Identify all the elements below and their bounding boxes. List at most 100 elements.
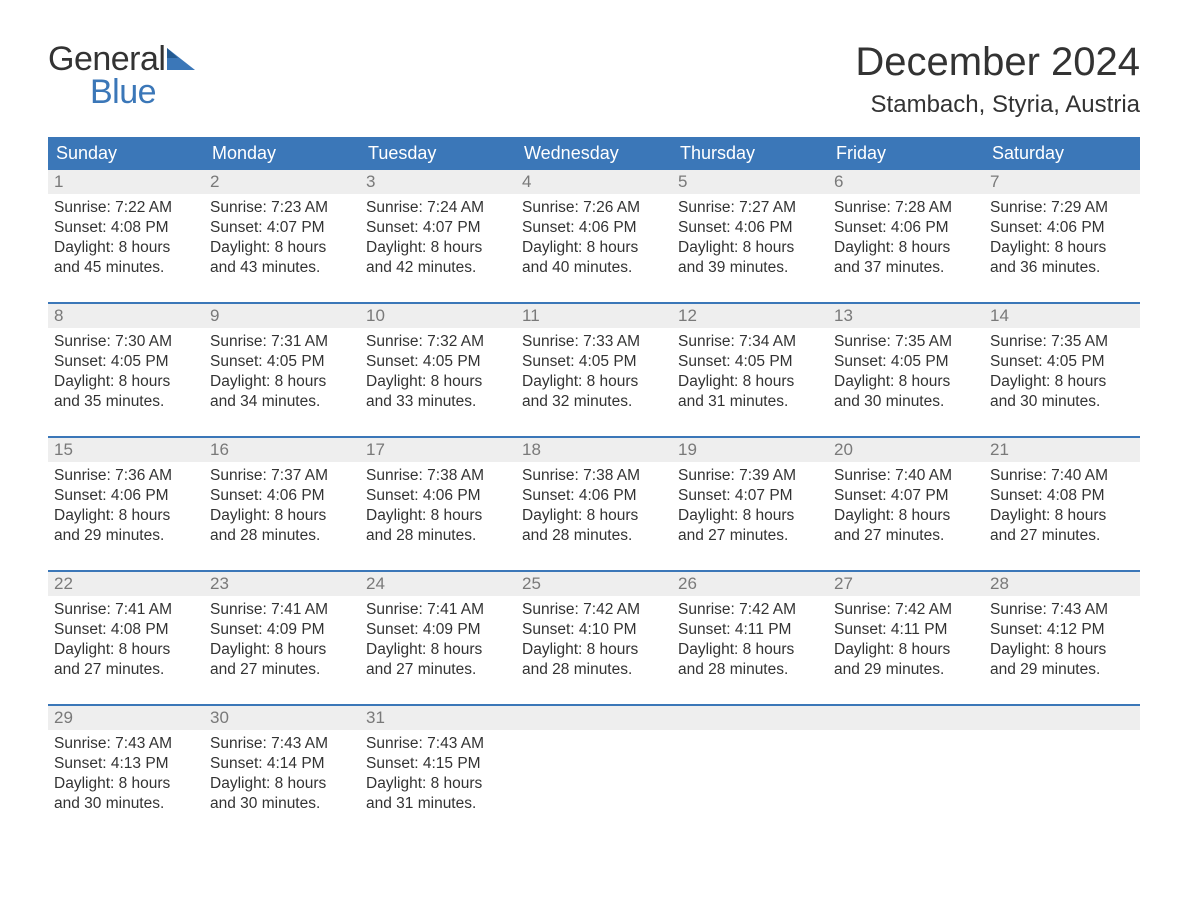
day-number: 23 <box>204 572 360 596</box>
calendar-week: 22Sunrise: 7:41 AMSunset: 4:08 PMDayligh… <box>48 570 1140 692</box>
day-body: Sunrise: 7:23 AMSunset: 4:07 PMDaylight:… <box>204 194 360 287</box>
day-body: Sunrise: 7:26 AMSunset: 4:06 PMDaylight:… <box>516 194 672 287</box>
daylight-line: Daylight: 8 hours and 39 minutes. <box>678 238 822 278</box>
sunset-line: Sunset: 4:05 PM <box>990 352 1134 372</box>
daylight-line: Daylight: 8 hours and 30 minutes. <box>210 774 354 814</box>
sunset-line: Sunset: 4:05 PM <box>834 352 978 372</box>
sunrise-line: Sunrise: 7:40 AM <box>834 466 978 486</box>
day-cell: 20Sunrise: 7:40 AMSunset: 4:07 PMDayligh… <box>828 438 984 558</box>
day-body: Sunrise: 7:37 AMSunset: 4:06 PMDaylight:… <box>204 462 360 555</box>
sunrise-line: Sunrise: 7:38 AM <box>366 466 510 486</box>
sunrise-line: Sunrise: 7:42 AM <box>678 600 822 620</box>
day-cell: 29Sunrise: 7:43 AMSunset: 4:13 PMDayligh… <box>48 706 204 826</box>
logo-flag-icon <box>167 48 199 75</box>
daylight-line: Daylight: 8 hours and 29 minutes. <box>834 640 978 680</box>
day-cell: 17Sunrise: 7:38 AMSunset: 4:06 PMDayligh… <box>360 438 516 558</box>
daylight-line: Daylight: 8 hours and 31 minutes. <box>678 372 822 412</box>
day-cell: 15Sunrise: 7:36 AMSunset: 4:06 PMDayligh… <box>48 438 204 558</box>
sunset-line: Sunset: 4:05 PM <box>366 352 510 372</box>
day-body: Sunrise: 7:24 AMSunset: 4:07 PMDaylight:… <box>360 194 516 287</box>
daylight-line: Daylight: 8 hours and 28 minutes. <box>210 506 354 546</box>
sunset-line: Sunset: 4:11 PM <box>678 620 822 640</box>
day-body: Sunrise: 7:40 AMSunset: 4:07 PMDaylight:… <box>828 462 984 555</box>
day-number: 29 <box>48 706 204 730</box>
day-cell: 3Sunrise: 7:24 AMSunset: 4:07 PMDaylight… <box>360 170 516 290</box>
daylight-line: Daylight: 8 hours and 34 minutes. <box>210 372 354 412</box>
day-body: Sunrise: 7:41 AMSunset: 4:09 PMDaylight:… <box>360 596 516 689</box>
day-header: Thursday <box>672 137 828 170</box>
day-cell: 6Sunrise: 7:28 AMSunset: 4:06 PMDaylight… <box>828 170 984 290</box>
day-cell: 12Sunrise: 7:34 AMSunset: 4:05 PMDayligh… <box>672 304 828 424</box>
day-body: Sunrise: 7:35 AMSunset: 4:05 PMDaylight:… <box>828 328 984 421</box>
sunset-line: Sunset: 4:06 PM <box>366 486 510 506</box>
day-body: Sunrise: 7:31 AMSunset: 4:05 PMDaylight:… <box>204 328 360 421</box>
daylight-line: Daylight: 8 hours and 40 minutes. <box>522 238 666 278</box>
day-body: Sunrise: 7:43 AMSunset: 4:15 PMDaylight:… <box>360 730 516 823</box>
sunset-line: Sunset: 4:06 PM <box>678 218 822 238</box>
day-body: Sunrise: 7:42 AMSunset: 4:11 PMDaylight:… <box>672 596 828 689</box>
sunrise-line: Sunrise: 7:35 AM <box>834 332 978 352</box>
daylight-line: Daylight: 8 hours and 45 minutes. <box>54 238 198 278</box>
sunrise-line: Sunrise: 7:42 AM <box>522 600 666 620</box>
sunset-line: Sunset: 4:15 PM <box>366 754 510 774</box>
day-number: 7 <box>984 170 1140 194</box>
day-cell: 21Sunrise: 7:40 AMSunset: 4:08 PMDayligh… <box>984 438 1140 558</box>
daylight-line: Daylight: 8 hours and 33 minutes. <box>366 372 510 412</box>
day-cell: 22Sunrise: 7:41 AMSunset: 4:08 PMDayligh… <box>48 572 204 692</box>
day-number <box>828 706 984 730</box>
daylight-line: Daylight: 8 hours and 43 minutes. <box>210 238 354 278</box>
sunrise-line: Sunrise: 7:43 AM <box>366 734 510 754</box>
day-body: Sunrise: 7:27 AMSunset: 4:06 PMDaylight:… <box>672 194 828 287</box>
daylight-line: Daylight: 8 hours and 27 minutes. <box>54 640 198 680</box>
day-cell: 13Sunrise: 7:35 AMSunset: 4:05 PMDayligh… <box>828 304 984 424</box>
daylight-line: Daylight: 8 hours and 31 minutes. <box>366 774 510 814</box>
day-cell: 9Sunrise: 7:31 AMSunset: 4:05 PMDaylight… <box>204 304 360 424</box>
empty-cell <box>984 706 1140 826</box>
daylight-line: Daylight: 8 hours and 30 minutes. <box>834 372 978 412</box>
day-number: 21 <box>984 438 1140 462</box>
day-body: Sunrise: 7:32 AMSunset: 4:05 PMDaylight:… <box>360 328 516 421</box>
day-number: 20 <box>828 438 984 462</box>
day-header-row: SundayMondayTuesdayWednesdayThursdayFrid… <box>48 137 1140 170</box>
day-cell: 27Sunrise: 7:42 AMSunset: 4:11 PMDayligh… <box>828 572 984 692</box>
sunrise-line: Sunrise: 7:36 AM <box>54 466 198 486</box>
day-cell: 24Sunrise: 7:41 AMSunset: 4:09 PMDayligh… <box>360 572 516 692</box>
day-number: 9 <box>204 304 360 328</box>
sunrise-line: Sunrise: 7:43 AM <box>990 600 1134 620</box>
daylight-line: Daylight: 8 hours and 28 minutes. <box>678 640 822 680</box>
sunset-line: Sunset: 4:08 PM <box>54 218 198 238</box>
day-body: Sunrise: 7:29 AMSunset: 4:06 PMDaylight:… <box>984 194 1140 287</box>
daylight-line: Daylight: 8 hours and 32 minutes. <box>522 372 666 412</box>
sunrise-line: Sunrise: 7:41 AM <box>366 600 510 620</box>
day-cell: 16Sunrise: 7:37 AMSunset: 4:06 PMDayligh… <box>204 438 360 558</box>
day-number: 31 <box>360 706 516 730</box>
day-body: Sunrise: 7:36 AMSunset: 4:06 PMDaylight:… <box>48 462 204 555</box>
daylight-line: Daylight: 8 hours and 27 minutes. <box>834 506 978 546</box>
sunset-line: Sunset: 4:08 PM <box>54 620 198 640</box>
day-number: 25 <box>516 572 672 596</box>
day-number: 30 <box>204 706 360 730</box>
day-header: Monday <box>204 137 360 170</box>
sunset-line: Sunset: 4:11 PM <box>834 620 978 640</box>
daylight-line: Daylight: 8 hours and 29 minutes. <box>54 506 198 546</box>
sunset-line: Sunset: 4:06 PM <box>990 218 1134 238</box>
sunrise-line: Sunrise: 7:41 AM <box>210 600 354 620</box>
weeks-container: 1Sunrise: 7:22 AMSunset: 4:08 PMDaylight… <box>48 170 1140 826</box>
daylight-line: Daylight: 8 hours and 27 minutes. <box>210 640 354 680</box>
empty-cell <box>672 706 828 826</box>
day-number: 8 <box>48 304 204 328</box>
sunrise-line: Sunrise: 7:39 AM <box>678 466 822 486</box>
day-body: Sunrise: 7:30 AMSunset: 4:05 PMDaylight:… <box>48 328 204 421</box>
sunrise-line: Sunrise: 7:43 AM <box>54 734 198 754</box>
daylight-line: Daylight: 8 hours and 28 minutes. <box>522 640 666 680</box>
day-body: Sunrise: 7:43 AMSunset: 4:12 PMDaylight:… <box>984 596 1140 689</box>
day-cell: 7Sunrise: 7:29 AMSunset: 4:06 PMDaylight… <box>984 170 1140 290</box>
day-body: Sunrise: 7:38 AMSunset: 4:06 PMDaylight:… <box>360 462 516 555</box>
day-cell: 11Sunrise: 7:33 AMSunset: 4:05 PMDayligh… <box>516 304 672 424</box>
day-number: 6 <box>828 170 984 194</box>
calendar-week: 29Sunrise: 7:43 AMSunset: 4:13 PMDayligh… <box>48 704 1140 826</box>
sunrise-line: Sunrise: 7:28 AM <box>834 198 978 218</box>
sunset-line: Sunset: 4:07 PM <box>678 486 822 506</box>
daylight-line: Daylight: 8 hours and 30 minutes. <box>990 372 1134 412</box>
day-header: Wednesday <box>516 137 672 170</box>
